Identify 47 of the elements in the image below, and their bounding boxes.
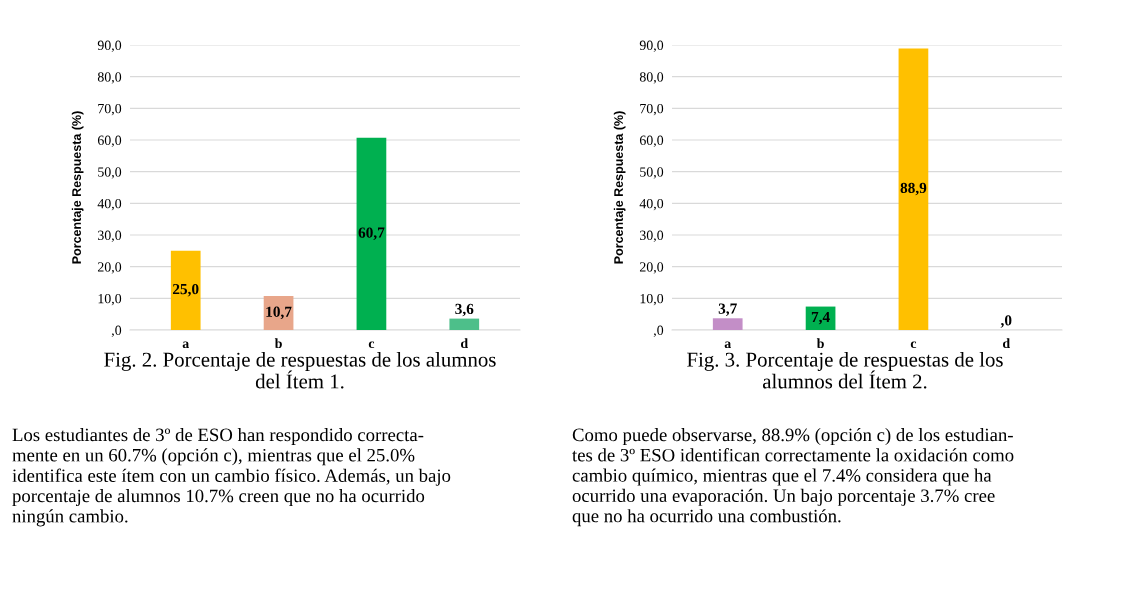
y-tick-label: 20,0: [639, 262, 664, 274]
data-label: 7,4: [811, 311, 830, 325]
y-tick-label: 50,0: [98, 167, 122, 179]
y-tick-label: 60,0: [97, 135, 122, 147]
y-tick-label: ,0: [653, 325, 664, 337]
y-tick-label: 70,0: [98, 103, 122, 116]
data-label: 3,7: [718, 303, 737, 316]
data-label: 60,7: [358, 227, 385, 240]
y-tick-label: 80,0: [639, 72, 664, 84]
text: Como puede observarse, 88.9% (opción c) de los estudian- tes de 3º ESO identifican correctamente la oxidación como cambio químico, mientras que el 7.4% considera que ha ocurrido una evaporación. Un bajo porcentaje 3.7% cree que no ha ocurrido una combustión.: [572, 428, 1014, 527]
y-tick-label: 30,0: [98, 230, 122, 242]
y-tick-label: 90,0: [97, 40, 122, 52]
y-axis-title: Porcentaje Respuesta (%): [71, 111, 84, 264]
data-label: ,0: [1000, 315, 1012, 328]
data-label: 10,7: [266, 306, 292, 320]
y-tick-label: ,0: [111, 325, 122, 337]
x-tick-label: d: [460, 338, 468, 349]
x-tick-label: d: [1002, 338, 1010, 349]
data-label: 88,9: [900, 182, 927, 196]
bar: [356, 137, 387, 330]
bar: [712, 318, 743, 330]
x-tick-label: c: [368, 341, 375, 349]
y-axis-title: Porcentaje Respuesta (%): [613, 111, 626, 264]
y-tick-label: 10,0: [640, 293, 664, 306]
text: Fig. 2. Porcentaje de respuestas de los alumnos del Ítem 1.: [104, 352, 496, 389]
x-tick-label: b: [816, 338, 824, 349]
y-tick-label: 70,0: [640, 103, 664, 116]
text: Los estudiantes de 3º de ESO han respondido correcta- mente en un 60.7% (opción c), mientras que el 25.0% identifica este ítem con un cambio físico. Además, un bajo porcentaje de alumnos 10.7% creen que no ha ocurrido ningún cambio.: [12, 428, 451, 527]
x-tick-label: b: [274, 338, 282, 349]
y-tick-label: 10,0: [98, 293, 122, 306]
y-tick-label: 20,0: [97, 262, 122, 274]
data-label: 3,6: [455, 303, 474, 317]
bar: [898, 48, 929, 330]
x-tick-label: a: [724, 341, 731, 349]
y-tick-label: 80,0: [97, 72, 122, 84]
y-tick-label: 90,0: [639, 40, 664, 52]
bar: [449, 318, 480, 330]
y-tick-label: 40,0: [639, 198, 664, 211]
y-tick-label: 50,0: [640, 167, 664, 179]
y-tick-label: 60,0: [639, 135, 664, 147]
y-tick-label: 30,0: [640, 230, 664, 242]
data-label: 25,0: [172, 283, 199, 297]
bar: [170, 250, 201, 330]
y-tick-label: 40,0: [97, 198, 122, 211]
x-tick-label: a: [182, 341, 189, 349]
x-tick-label: c: [910, 341, 917, 349]
text: Fig. 3. Porcentaje de respuestas de los alumnos del Ítem 2.: [687, 352, 1003, 389]
